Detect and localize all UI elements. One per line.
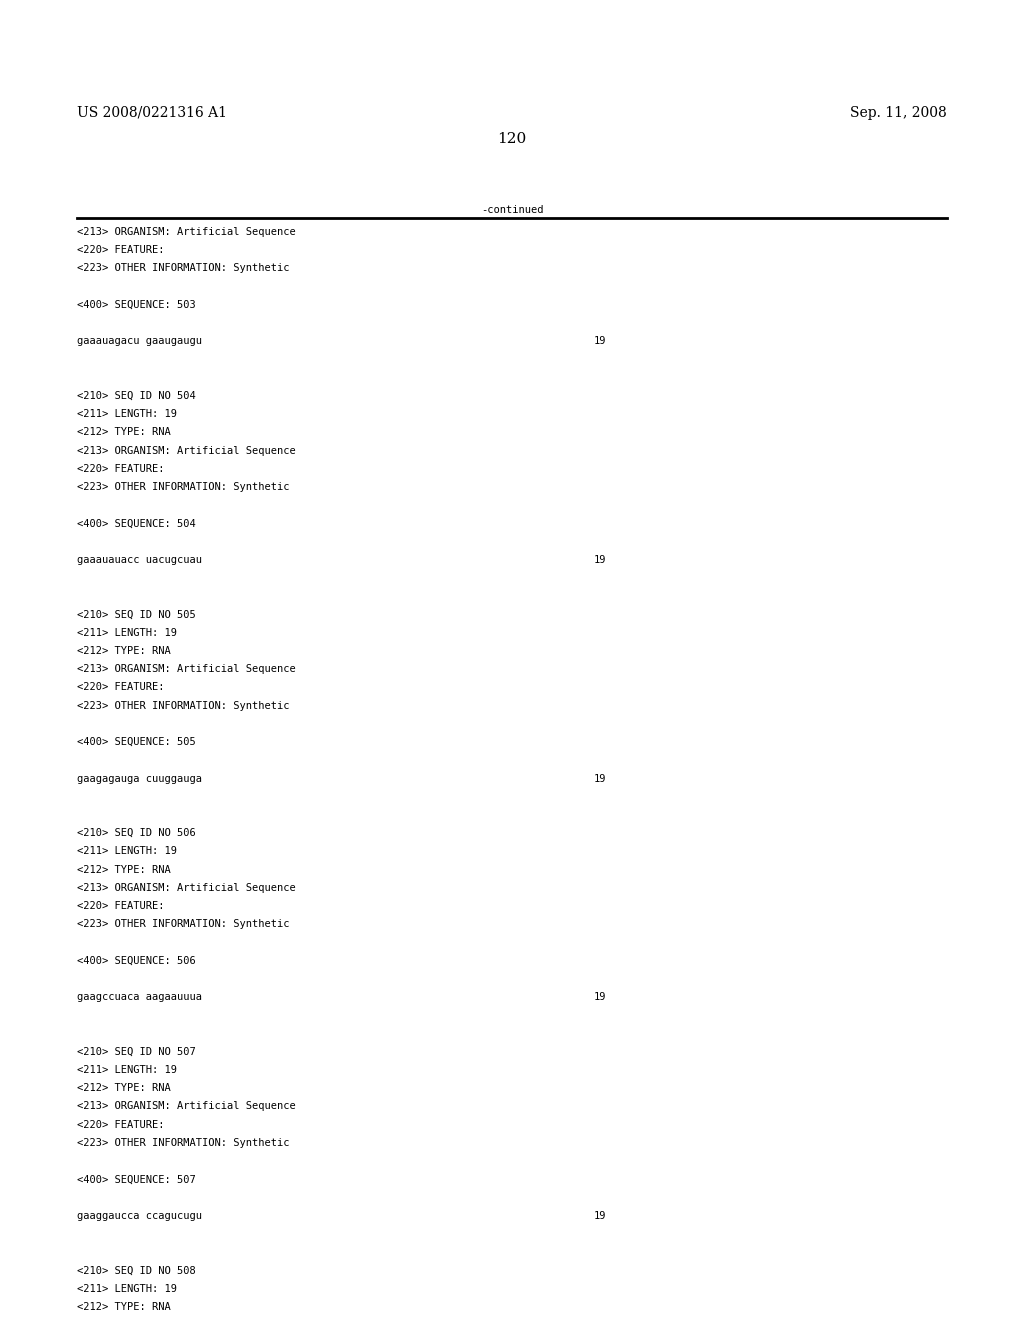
Text: 19: 19 bbox=[594, 337, 606, 346]
Text: <213> ORGANISM: Artificial Sequence: <213> ORGANISM: Artificial Sequence bbox=[77, 446, 296, 455]
Text: <400> SEQUENCE: 504: <400> SEQUENCE: 504 bbox=[77, 519, 196, 528]
Text: <223> OTHER INFORMATION: Synthetic: <223> OTHER INFORMATION: Synthetic bbox=[77, 919, 290, 929]
Text: <223> OTHER INFORMATION: Synthetic: <223> OTHER INFORMATION: Synthetic bbox=[77, 482, 290, 492]
Text: <210> SEQ ID NO 506: <210> SEQ ID NO 506 bbox=[77, 828, 196, 838]
Text: <212> TYPE: RNA: <212> TYPE: RNA bbox=[77, 428, 171, 437]
Text: <211> LENGTH: 19: <211> LENGTH: 19 bbox=[77, 846, 177, 857]
Text: <223> OTHER INFORMATION: Synthetic: <223> OTHER INFORMATION: Synthetic bbox=[77, 264, 290, 273]
Text: <210> SEQ ID NO 504: <210> SEQ ID NO 504 bbox=[77, 391, 196, 401]
Text: gaagccuaca aagaauuua: gaagccuaca aagaauuua bbox=[77, 993, 202, 1002]
Text: <213> ORGANISM: Artificial Sequence: <213> ORGANISM: Artificial Sequence bbox=[77, 1101, 296, 1111]
Text: gaaauagacu gaaugaugu: gaaauagacu gaaugaugu bbox=[77, 337, 202, 346]
Text: <210> SEQ ID NO 508: <210> SEQ ID NO 508 bbox=[77, 1266, 196, 1275]
Text: <400> SEQUENCE: 503: <400> SEQUENCE: 503 bbox=[77, 300, 196, 310]
Text: <210> SEQ ID NO 507: <210> SEQ ID NO 507 bbox=[77, 1047, 196, 1057]
Text: <220> FEATURE:: <220> FEATURE: bbox=[77, 1119, 164, 1130]
Text: <212> TYPE: RNA: <212> TYPE: RNA bbox=[77, 1302, 171, 1312]
Text: Sep. 11, 2008: Sep. 11, 2008 bbox=[851, 106, 947, 120]
Text: <211> LENGTH: 19: <211> LENGTH: 19 bbox=[77, 628, 177, 638]
Text: <220> FEATURE:: <220> FEATURE: bbox=[77, 682, 164, 693]
Text: <220> FEATURE:: <220> FEATURE: bbox=[77, 463, 164, 474]
Text: -continued: -continued bbox=[480, 205, 544, 215]
Text: <210> SEQ ID NO 505: <210> SEQ ID NO 505 bbox=[77, 610, 196, 619]
Text: <211> LENGTH: 19: <211> LENGTH: 19 bbox=[77, 1283, 177, 1294]
Text: <212> TYPE: RNA: <212> TYPE: RNA bbox=[77, 645, 171, 656]
Text: <220> FEATURE:: <220> FEATURE: bbox=[77, 246, 164, 255]
Text: US 2008/0221316 A1: US 2008/0221316 A1 bbox=[77, 106, 226, 120]
Text: <211> LENGTH: 19: <211> LENGTH: 19 bbox=[77, 1065, 177, 1074]
Text: 19: 19 bbox=[594, 774, 606, 784]
Text: <400> SEQUENCE: 506: <400> SEQUENCE: 506 bbox=[77, 956, 196, 966]
Text: <223> OTHER INFORMATION: Synthetic: <223> OTHER INFORMATION: Synthetic bbox=[77, 701, 290, 710]
Text: <223> OTHER INFORMATION: Synthetic: <223> OTHER INFORMATION: Synthetic bbox=[77, 1138, 290, 1148]
Text: gaaauauacc uacugcuau: gaaauauacc uacugcuau bbox=[77, 554, 202, 565]
Text: <213> ORGANISM: Artificial Sequence: <213> ORGANISM: Artificial Sequence bbox=[77, 227, 296, 238]
Text: <400> SEQUENCE: 507: <400> SEQUENCE: 507 bbox=[77, 1175, 196, 1184]
Text: <212> TYPE: RNA: <212> TYPE: RNA bbox=[77, 865, 171, 875]
Text: 120: 120 bbox=[498, 132, 526, 147]
Text: 19: 19 bbox=[594, 1210, 606, 1221]
Text: <213> ORGANISM: Artificial Sequence: <213> ORGANISM: Artificial Sequence bbox=[77, 664, 296, 675]
Text: <220> FEATURE:: <220> FEATURE: bbox=[77, 902, 164, 911]
Text: <213> ORGANISM: Artificial Sequence: <213> ORGANISM: Artificial Sequence bbox=[77, 883, 296, 892]
Text: <212> TYPE: RNA: <212> TYPE: RNA bbox=[77, 1084, 171, 1093]
Text: <400> SEQUENCE: 505: <400> SEQUENCE: 505 bbox=[77, 737, 196, 747]
Text: 19: 19 bbox=[594, 993, 606, 1002]
Text: <211> LENGTH: 19: <211> LENGTH: 19 bbox=[77, 409, 177, 420]
Text: 19: 19 bbox=[594, 554, 606, 565]
Text: gaagagauga cuuggauga: gaagagauga cuuggauga bbox=[77, 774, 202, 784]
Text: gaaggaucca ccagucugu: gaaggaucca ccagucugu bbox=[77, 1210, 202, 1221]
